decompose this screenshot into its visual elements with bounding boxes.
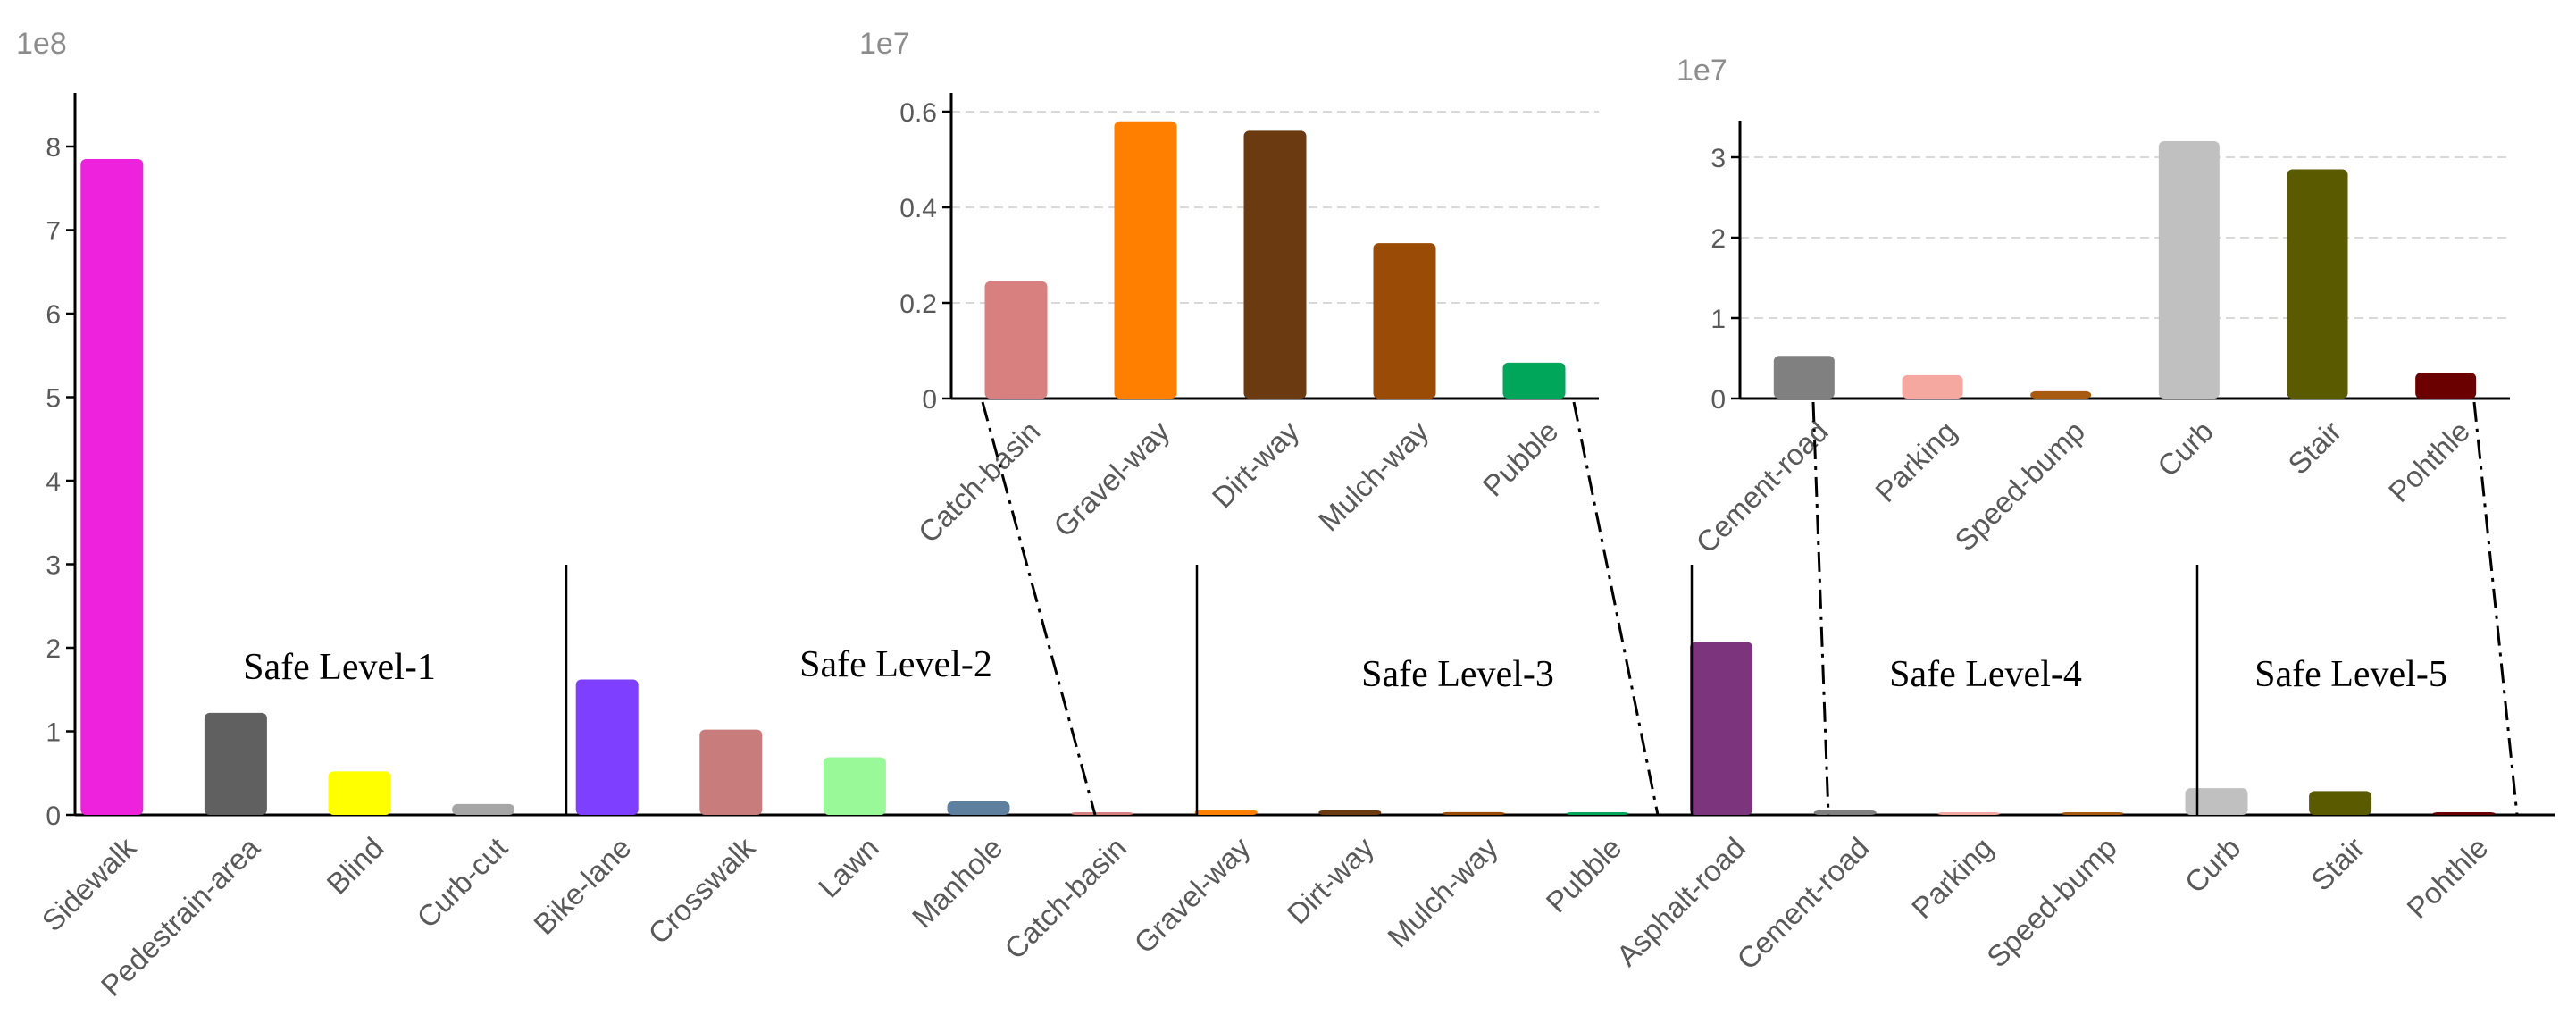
bar-pedestrain-area xyxy=(204,712,267,815)
x-tick-label: Parking xyxy=(1869,415,1962,508)
x-tick-label: Cement-road xyxy=(1730,831,1875,976)
y-tick-label: 1 xyxy=(1710,305,1726,334)
bar-catch-basin xyxy=(984,281,1048,399)
x-tick-label: Catch-basin xyxy=(998,831,1133,966)
bar-asphalt-road xyxy=(1690,642,1753,815)
bar-cement-road xyxy=(1773,356,1835,399)
x-tick-label: Lawn xyxy=(812,831,885,904)
safe-level-label: Safe Level-2 xyxy=(799,644,992,685)
safe-level-label: Safe Level-4 xyxy=(1889,654,2082,695)
x-tick-label: Mulch-way xyxy=(1381,830,1504,953)
y-tick-label: 0.6 xyxy=(899,98,937,128)
bar-gravel-way xyxy=(1114,121,1177,399)
zoom-guide-line xyxy=(2472,401,2519,816)
x-tick-label: Parking xyxy=(1905,831,1999,925)
bar-dirt-way xyxy=(1318,810,1382,815)
x-tick-label: Sidewalk xyxy=(36,830,143,937)
y-tick-label: 5 xyxy=(46,384,61,414)
bar-parking xyxy=(1937,812,2001,815)
y-tick-label: 0.2 xyxy=(899,289,937,319)
safe-level-label: Safe Level-1 xyxy=(243,647,436,688)
zoom-guide-line xyxy=(1572,401,1660,816)
bar-stair xyxy=(2287,169,2348,399)
y-tick-label: 0.4 xyxy=(899,194,937,223)
x-tick-label: Dirt-way xyxy=(1280,830,1380,930)
axis-exponent-label: 1e7 xyxy=(1677,54,1727,88)
bar-curb xyxy=(2185,788,2248,815)
x-tick-label: Stair xyxy=(2281,415,2347,481)
bar-pohthle xyxy=(2415,373,2477,399)
x-tick-label: Pohthle xyxy=(2400,831,2494,925)
bar-pubble xyxy=(1566,812,1629,815)
x-tick-label: Speed-bump xyxy=(1980,831,2123,974)
bar-sidewalk xyxy=(80,159,144,815)
bar-lawn xyxy=(823,757,886,815)
bar-bike-lane xyxy=(575,679,639,815)
x-tick-label: Mulch-way xyxy=(1312,414,1435,537)
annotation-overlay: Safe Level-1 Safe Level-2 Safe Level-3 Safe… xyxy=(243,401,2519,816)
bar-pohthle xyxy=(2432,812,2496,815)
bar-curb-cut xyxy=(452,803,515,815)
y-tick-label: 2 xyxy=(46,634,61,664)
y-tick-label: 0 xyxy=(922,385,937,415)
bar-crosswalk xyxy=(699,729,763,815)
x-tick-label: Manhole xyxy=(906,831,1009,935)
bar-pubble xyxy=(1502,362,1566,399)
x-tick-label: Asphalt-road xyxy=(1610,831,1752,972)
y-tick-label: 0 xyxy=(1710,385,1726,415)
y-tick-label: 7 xyxy=(46,217,61,247)
x-tick-label: Cement-road xyxy=(1689,415,1834,559)
axis-exponent-label: 1e8 xyxy=(16,27,67,61)
y-tick-label: 3 xyxy=(1710,144,1726,173)
y-tick-label: 1 xyxy=(46,718,61,748)
y-tick-label: 6 xyxy=(46,300,61,330)
bar-mulch-way xyxy=(1442,811,1505,815)
zoom-guide-line xyxy=(1811,401,1830,816)
inset-chart-level-3: 1e7 0 0.2 0.4 0.6 Catch-basin Gravel-way Dirt-w… xyxy=(859,27,1599,549)
y-tick-label: 3 xyxy=(46,551,61,581)
bar-blind xyxy=(328,771,391,815)
safe-level-label: Safe Level-5 xyxy=(2254,654,2447,695)
bar-speed-bump xyxy=(2061,812,2124,815)
x-tick-label: Gravel-way xyxy=(1127,830,1257,960)
bar-catch-basin xyxy=(1071,812,1134,815)
bar-mulch-way xyxy=(1373,243,1436,399)
x-tick-label: Stair xyxy=(2304,831,2371,897)
bar-manhole xyxy=(947,801,1010,815)
x-tick-label: Catch-basin xyxy=(912,415,1047,550)
bar-parking xyxy=(1902,374,1963,399)
y-tick-label: 4 xyxy=(46,467,61,497)
x-tick-label: Curb-cut xyxy=(410,831,514,935)
x-tick-label: Blind xyxy=(320,831,389,901)
y-tick-label: 0 xyxy=(46,801,61,831)
x-tick-label: Speed-bump xyxy=(1948,415,2091,558)
bar-curb xyxy=(2158,141,2220,399)
safe-level-label: Safe Level-3 xyxy=(1361,654,1554,695)
bar-dirt-way xyxy=(1243,130,1307,399)
x-tick-label: Gravel-way xyxy=(1047,414,1176,543)
bar-speed-bump xyxy=(2030,390,2092,399)
bar-gravel-way xyxy=(1194,810,1258,815)
x-tick-label: Curb xyxy=(2179,831,2247,900)
x-tick-label: Pubble xyxy=(1540,831,1628,919)
x-tick-label: Pubble xyxy=(1476,415,1565,503)
bar-stair xyxy=(2309,791,2372,815)
x-tick-label: Bike-lane xyxy=(527,831,637,941)
x-tick-label: Pohthle xyxy=(2382,415,2476,508)
zoom-guide-line xyxy=(981,401,1097,816)
x-tick-label: Curb xyxy=(2151,415,2220,483)
y-tick-label: 2 xyxy=(1710,224,1726,254)
axis-exponent-label: 1e7 xyxy=(859,27,910,61)
bar-cement-road xyxy=(1813,810,1877,815)
y-tick-label: 8 xyxy=(46,133,61,163)
x-tick-label: Crosswalk xyxy=(641,830,761,950)
x-tick-label: Dirt-way xyxy=(1206,414,1306,514)
